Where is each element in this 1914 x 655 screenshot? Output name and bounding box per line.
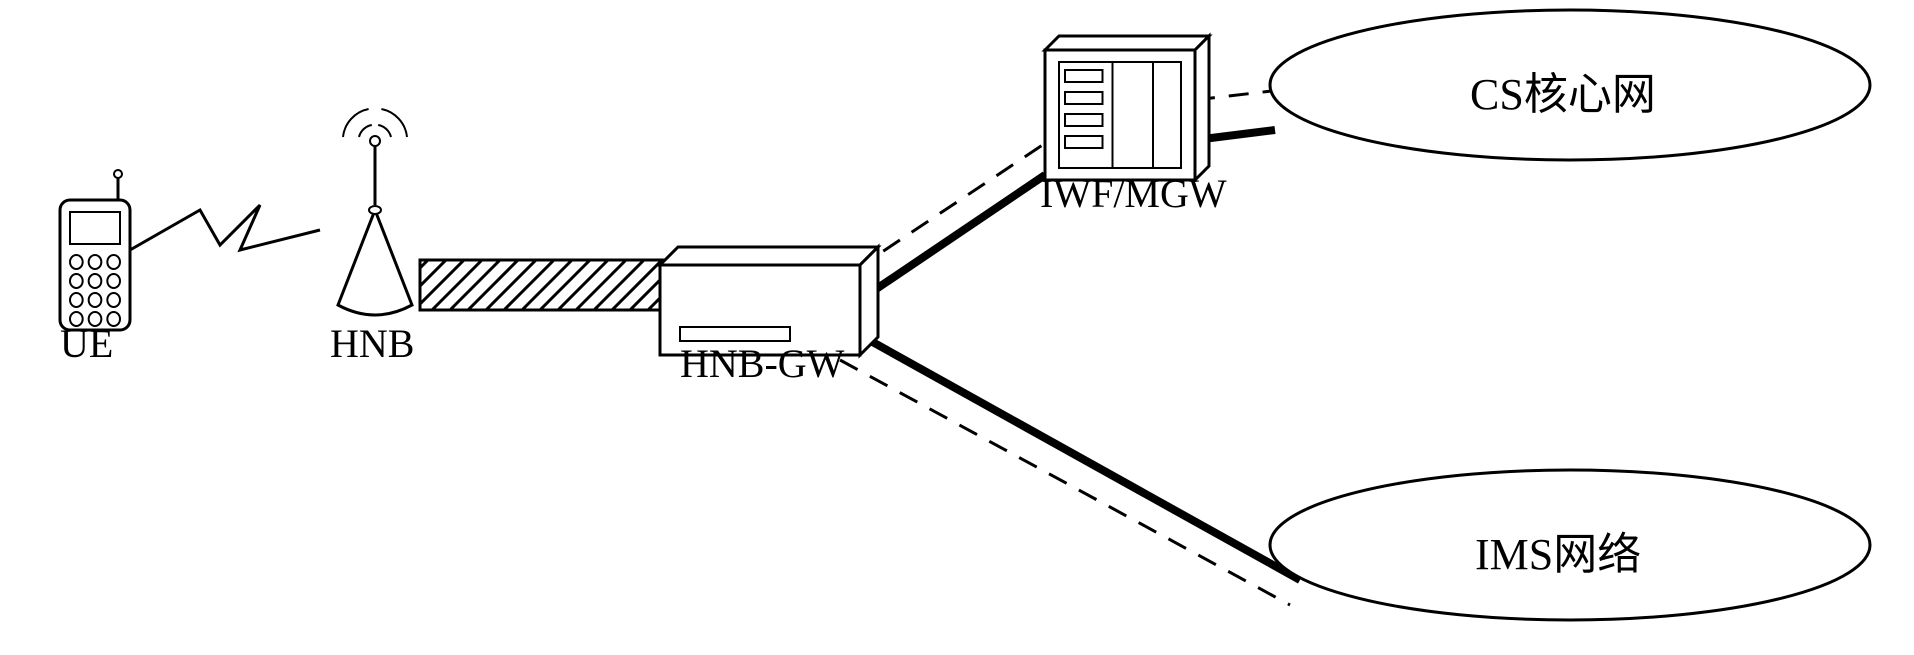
hnb-gw-device <box>660 247 878 355</box>
ue-device <box>60 170 130 330</box>
cs-label: CS核心网 <box>1470 58 1656 122</box>
radio-link <box>130 205 320 250</box>
iwf-mgw-device <box>1045 36 1209 180</box>
ue-label: UE <box>60 320 113 367</box>
iwf-label: IWF/MGW <box>1040 170 1227 217</box>
ims-label: IMS网络 <box>1475 518 1641 582</box>
hnbgw-label: HNB-GW <box>680 340 844 387</box>
hnb-device <box>338 109 412 315</box>
hnb-label: HNB <box>330 320 414 367</box>
